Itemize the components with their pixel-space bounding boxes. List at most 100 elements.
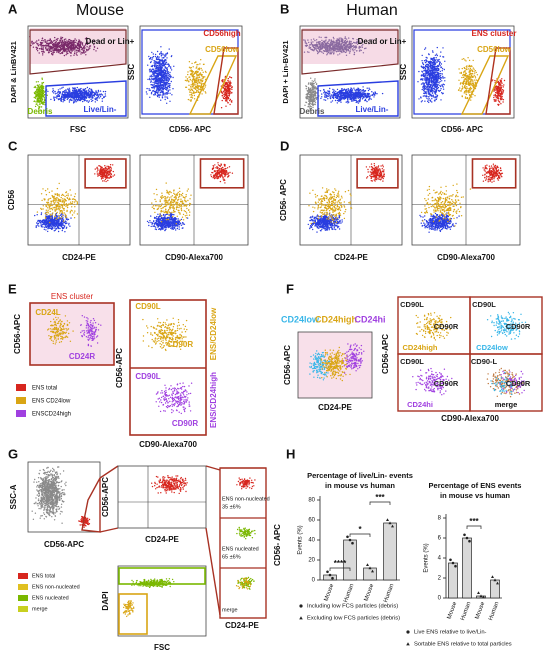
- event-dot: [420, 75, 423, 77]
- event-dot: [168, 83, 170, 85]
- event-dot: [227, 88, 229, 90]
- event-dot: [318, 36, 320, 38]
- event-dot: [466, 68, 468, 71]
- event-dot: [151, 68, 154, 70]
- event-dot: [227, 83, 229, 86]
- event-dot: [346, 50, 348, 52]
- event-dot: [37, 91, 39, 93]
- event-dot: [61, 42, 63, 44]
- event-dot: [353, 94, 356, 97]
- event-dot: [352, 38, 355, 40]
- event-dot: [338, 96, 340, 98]
- event-dot: [43, 39, 46, 41]
- event-dot: [314, 81, 317, 83]
- event-dot: [195, 88, 197, 90]
- event-dot: [325, 96, 327, 98]
- event-dot: [39, 84, 41, 86]
- event-dot: [467, 68, 469, 70]
- event-dot: [40, 100, 43, 102]
- event-dot: [353, 87, 355, 89]
- event-dot: [308, 91, 311, 93]
- event-dot: [74, 38, 76, 40]
- event-dot: [70, 95, 72, 97]
- event-dot: [434, 60, 436, 62]
- event-dot: [422, 85, 425, 87]
- event-dot: [462, 87, 464, 89]
- event-dot: [339, 41, 341, 43]
- event-dot: [96, 99, 98, 102]
- event-dot: [201, 74, 203, 76]
- event-dot: [353, 42, 356, 44]
- event-dot: [331, 44, 333, 46]
- event-dot: [340, 44, 342, 46]
- event-dot: [80, 87, 82, 90]
- event-dot: [193, 98, 196, 100]
- event-dot: [440, 99, 442, 101]
- event-dot: [154, 64, 156, 67]
- event-dot: [54, 39, 56, 42]
- event-dot: [52, 49, 54, 51]
- event-dot: [350, 99, 352, 101]
- event-dot: [192, 79, 195, 81]
- event-dot: [77, 93, 79, 95]
- event-dot: [166, 83, 168, 86]
- event-dot: [53, 49, 56, 52]
- event-dot: [436, 66, 438, 68]
- event-dot: [420, 78, 422, 80]
- event-dot: [89, 96, 91, 99]
- event-dot: [96, 94, 98, 96]
- event-dot: [337, 50, 340, 52]
- event-dot: [470, 76, 472, 78]
- event-dot: [193, 80, 196, 83]
- event-dot: [99, 90, 102, 92]
- event-dot: [308, 41, 310, 44]
- event-dot: [355, 45, 357, 47]
- event-dot: [190, 99, 193, 101]
- event-dot: [421, 62, 424, 64]
- event-dot: [157, 67, 160, 70]
- event-dot: [352, 44, 355, 47]
- event-dot: [63, 38, 66, 41]
- event-dot: [156, 74, 158, 76]
- event-dot: [425, 95, 427, 97]
- event-dot: [431, 50, 434, 52]
- event-dot: [328, 93, 330, 96]
- event-dot: [366, 94, 369, 96]
- event-dot: [434, 81, 436, 84]
- event-dot: [36, 43, 39, 45]
- event-dot: [40, 86, 42, 88]
- event-dot: [314, 90, 316, 93]
- event-dot: [341, 92, 343, 95]
- event-dot: [158, 84, 160, 86]
- event-dot: [418, 70, 420, 73]
- event-dot: [459, 83, 462, 85]
- event-dot: [338, 48, 340, 50]
- event-dot: [435, 57, 437, 59]
- event-dot: [437, 64, 439, 67]
- event-dot: [352, 50, 354, 52]
- event-dot: [186, 78, 189, 80]
- event-dot: [35, 81, 38, 83]
- event-dot: [431, 70, 434, 72]
- event-dot: [148, 55, 150, 58]
- event-dot: [341, 47, 343, 49]
- event-dot: [464, 59, 466, 61]
- event-dot: [170, 55, 173, 58]
- event-dot: [426, 88, 429, 90]
- event-dot: [472, 67, 474, 69]
- event-dot: [472, 73, 474, 75]
- event-dot: [476, 74, 479, 76]
- event-dot: [442, 83, 444, 85]
- event-dot: [191, 79, 193, 82]
- event-dot: [43, 101, 45, 103]
- event-dot: [432, 51, 434, 53]
- event-dot: [189, 78, 191, 81]
- event-dot: [433, 88, 436, 90]
- event-dot: [310, 89, 312, 91]
- event-dot: [155, 77, 157, 79]
- event-dot: [432, 81, 435, 84]
- event-dot: [422, 63, 425, 66]
- event-dot: [422, 82, 424, 84]
- event-dot: [193, 84, 195, 86]
- event-dot: [159, 53, 161, 55]
